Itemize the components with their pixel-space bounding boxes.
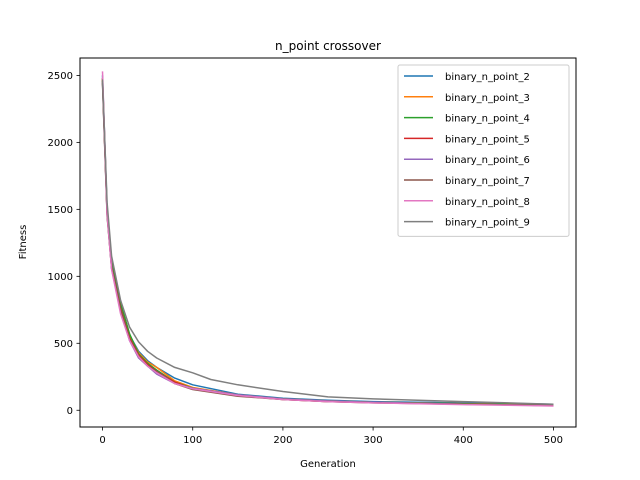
legend-label: binary_n_point_5 — [445, 134, 530, 145]
x-tick-label: 0 — [99, 435, 105, 446]
legend-label: binary_n_point_9 — [445, 218, 530, 229]
x-tick-label: 100 — [183, 435, 202, 446]
y-tick-label: 0 — [67, 406, 73, 417]
chart-title: n_point crossover — [275, 39, 381, 53]
y-tick-label: 2000 — [48, 138, 73, 149]
legend-label: binary_n_point_7 — [445, 176, 530, 187]
plot-area — [101, 71, 554, 407]
x-tick-label: 300 — [364, 435, 383, 446]
x-axis-label: Generation — [300, 459, 356, 470]
axis-ticks: 0 100 200 300 400 500 0 500 1000 1500 2000 2500 — [48, 71, 563, 446]
legend: binary_n_point_2 binary_n_point_3 binary_n… — [397, 64, 570, 237]
series-line-8 — [101, 79, 554, 405]
y-tick-label: 500 — [54, 339, 73, 350]
x-tick-label: 200 — [273, 435, 292, 446]
series-line-7 — [101, 71, 554, 407]
legend-label: binary_n_point_3 — [445, 93, 530, 104]
y-axis-label: Fitness — [18, 225, 29, 260]
legend-label: binary_n_point_4 — [445, 114, 530, 125]
x-tick-label: 500 — [544, 435, 563, 446]
axes-frame — [79, 57, 577, 428]
legend-label: binary_n_point_8 — [445, 197, 530, 208]
y-tick-label: 1500 — [48, 205, 73, 216]
y-tick-label: 2500 — [48, 71, 73, 82]
y-tick-label: 1000 — [48, 272, 73, 283]
legend-box — [397, 64, 570, 237]
x-tick-label: 400 — [454, 435, 473, 446]
legend-label: binary_n_point_2 — [445, 72, 530, 83]
legend-label: binary_n_point_6 — [445, 155, 530, 166]
